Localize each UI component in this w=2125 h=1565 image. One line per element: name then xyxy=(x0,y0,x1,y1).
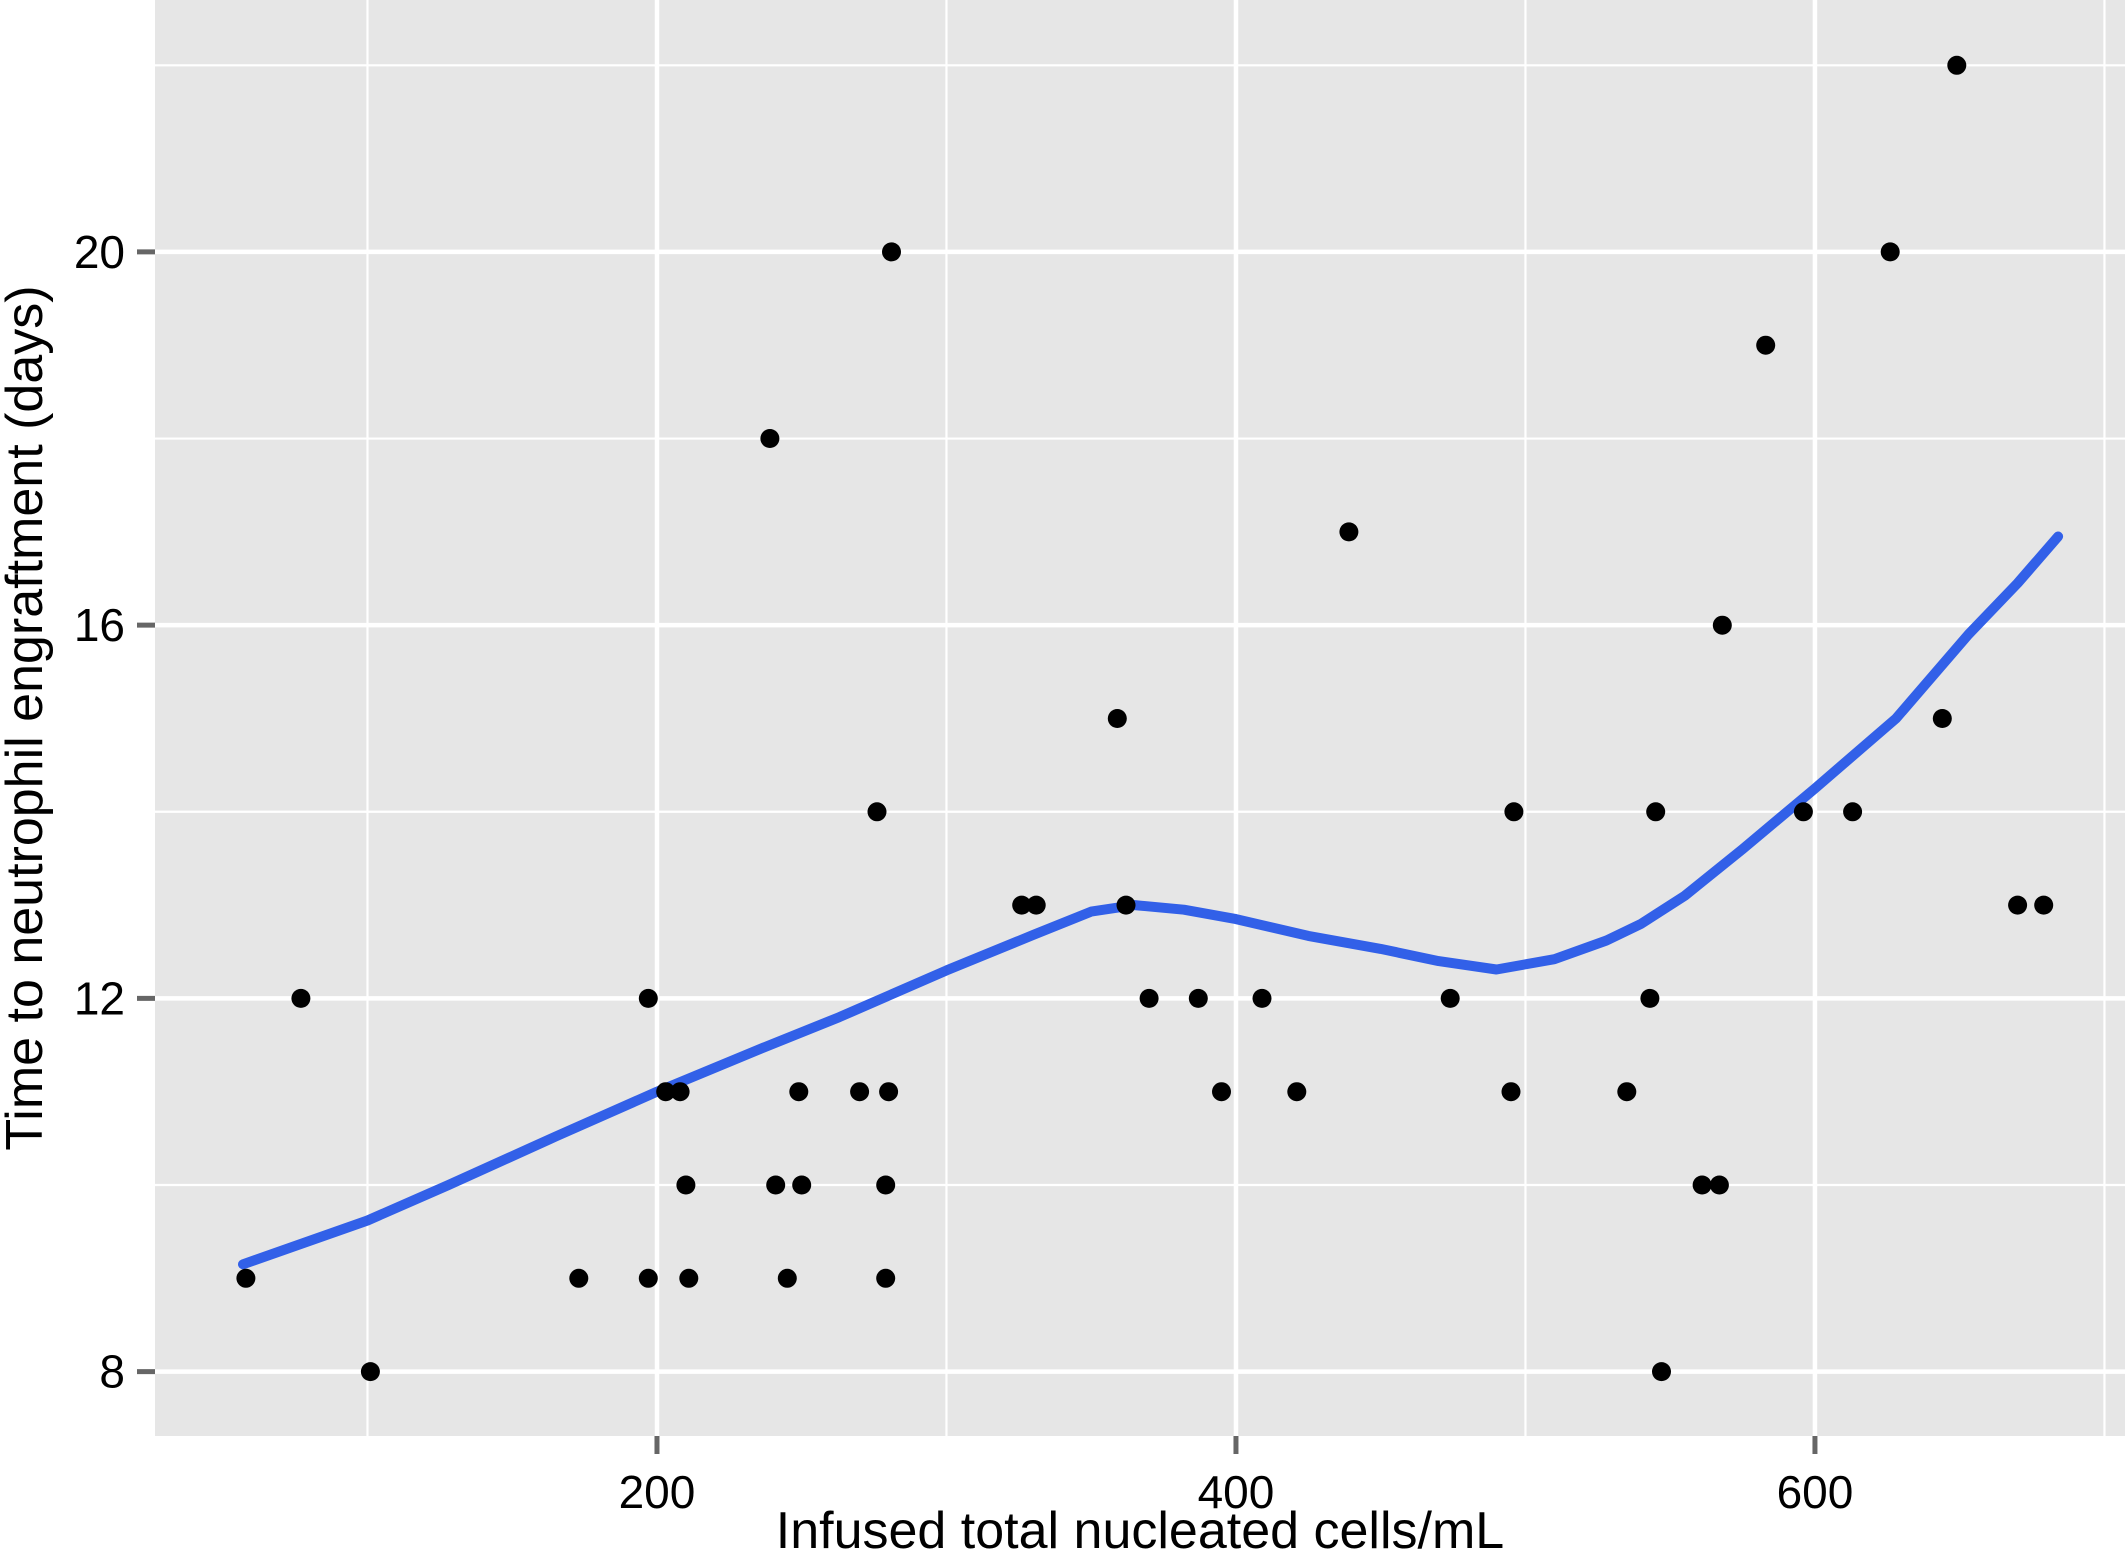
data-point xyxy=(569,1268,589,1288)
data-point xyxy=(1012,895,1032,915)
smooth-trend-line xyxy=(238,531,2064,1270)
data-point xyxy=(2008,895,2028,915)
data-point xyxy=(777,1268,797,1288)
data-point xyxy=(1652,1362,1671,1382)
y-axis-label: Time to neutrophil engraftment (days) xyxy=(0,285,54,1150)
data-point xyxy=(1947,55,1967,75)
data-point xyxy=(789,1082,809,1102)
data-point xyxy=(638,1268,658,1288)
data-point xyxy=(1440,988,1460,1008)
data-point xyxy=(1709,1175,1729,1195)
data-point xyxy=(291,988,311,1008)
data-point xyxy=(1501,1082,1521,1102)
axis-tick-labels: 200 400 600 8 12 16 20 xyxy=(74,226,1854,1518)
data-point xyxy=(1640,988,1660,1008)
data-point xyxy=(1504,802,1524,822)
data-point xyxy=(1932,709,1952,728)
data-point xyxy=(1339,522,1359,542)
data-point xyxy=(1139,988,1159,1008)
data-point xyxy=(676,1175,696,1195)
x-tick-label: 600 xyxy=(1777,1466,1854,1518)
data-point xyxy=(679,1268,699,1288)
data-point xyxy=(867,802,887,822)
data-point xyxy=(656,1082,676,1102)
axis-tick-marks xyxy=(137,249,1818,1454)
x-tick-label: 200 xyxy=(619,1466,696,1518)
data-point xyxy=(766,1175,786,1195)
data-point xyxy=(360,1362,380,1382)
minor-gridlines xyxy=(155,0,2125,1436)
plot-panel xyxy=(155,0,2125,1436)
data-point xyxy=(2034,895,2054,915)
data-point xyxy=(882,242,901,262)
data-point xyxy=(850,1082,870,1102)
y-tick-label: 16 xyxy=(74,599,125,651)
data-point xyxy=(1212,1082,1231,1102)
data-point xyxy=(1880,242,1900,262)
data-point xyxy=(1026,895,1046,915)
data-point xyxy=(670,1082,690,1102)
data-point xyxy=(792,1175,812,1195)
data-point xyxy=(876,1268,896,1288)
data-point xyxy=(1843,802,1863,822)
data-point xyxy=(760,429,780,448)
scatter-points xyxy=(236,55,2054,1382)
data-point xyxy=(638,988,658,1008)
data-point xyxy=(1252,988,1272,1008)
data-point xyxy=(1287,1082,1307,1102)
data-point xyxy=(1617,1082,1637,1102)
data-point xyxy=(1793,802,1813,822)
data-point xyxy=(1756,335,1776,355)
data-point xyxy=(1712,615,1732,635)
data-point xyxy=(879,1082,899,1102)
data-point xyxy=(876,1175,896,1195)
data-point xyxy=(1646,802,1666,822)
x-axis-label: Infused total nucleated cells/mL xyxy=(776,1502,1504,1560)
data-point xyxy=(1188,988,1208,1008)
data-point xyxy=(1107,709,1127,728)
data-point xyxy=(236,1268,256,1288)
x-tick-label: 400 xyxy=(1198,1466,1275,1518)
y-tick-label: 12 xyxy=(74,972,125,1024)
data-point xyxy=(1692,1175,1712,1195)
loess-curve xyxy=(238,531,2064,1270)
y-tick-label: 8 xyxy=(99,1346,125,1398)
data-point xyxy=(1116,895,1136,915)
y-tick-label: 20 xyxy=(74,226,125,278)
